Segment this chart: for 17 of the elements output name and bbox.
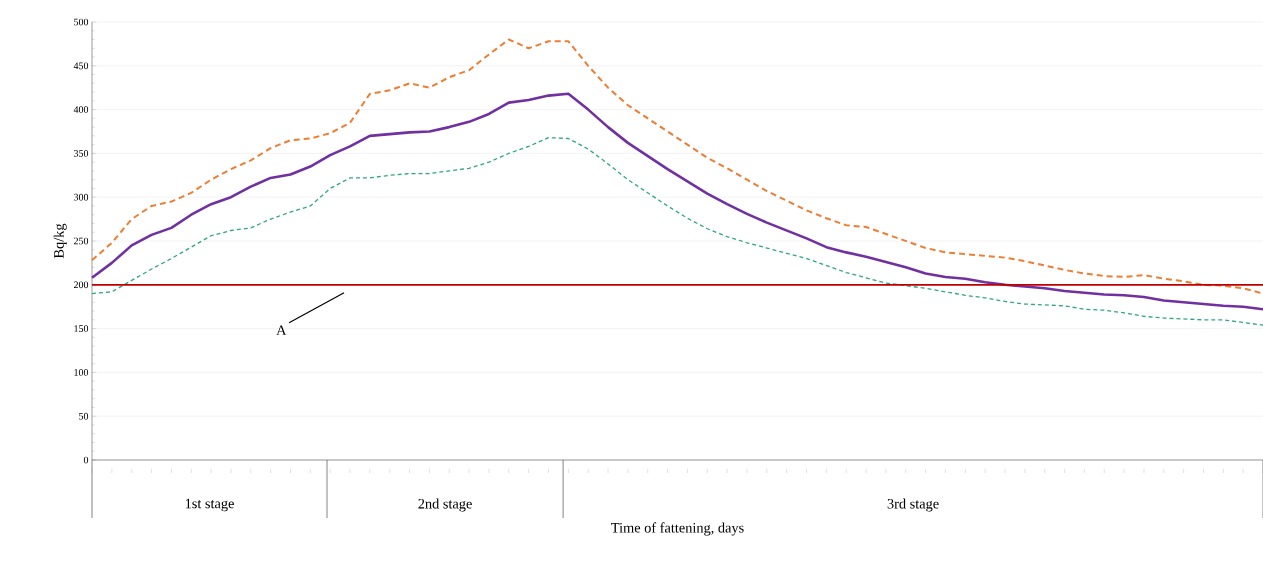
text: 1st stage xyxy=(185,498,234,512)
text: 2nd stage xyxy=(418,498,472,512)
y-tick-label: 250 xyxy=(73,237,89,245)
y-tick-label: 50 xyxy=(79,412,89,420)
y-tick-label: 150 xyxy=(74,325,89,332)
x-axis-title: Time of fattening, days xyxy=(611,522,744,536)
annotation: A xyxy=(276,325,287,335)
text: 3rd stage xyxy=(887,498,939,512)
y-axis-title: Bq/kg xyxy=(53,223,67,259)
y-tick-label: 450 xyxy=(73,62,89,70)
y-tick-label: 200 xyxy=(73,281,89,289)
y-tick-label: 100 xyxy=(74,369,89,376)
y-tick-label: 350 xyxy=(74,150,89,157)
y-tick-label: 500 xyxy=(74,18,89,26)
y-tick-label: 300 xyxy=(74,193,89,201)
y-tick-label: 400 xyxy=(73,106,89,113)
y-tick-label: 0 xyxy=(83,456,89,464)
